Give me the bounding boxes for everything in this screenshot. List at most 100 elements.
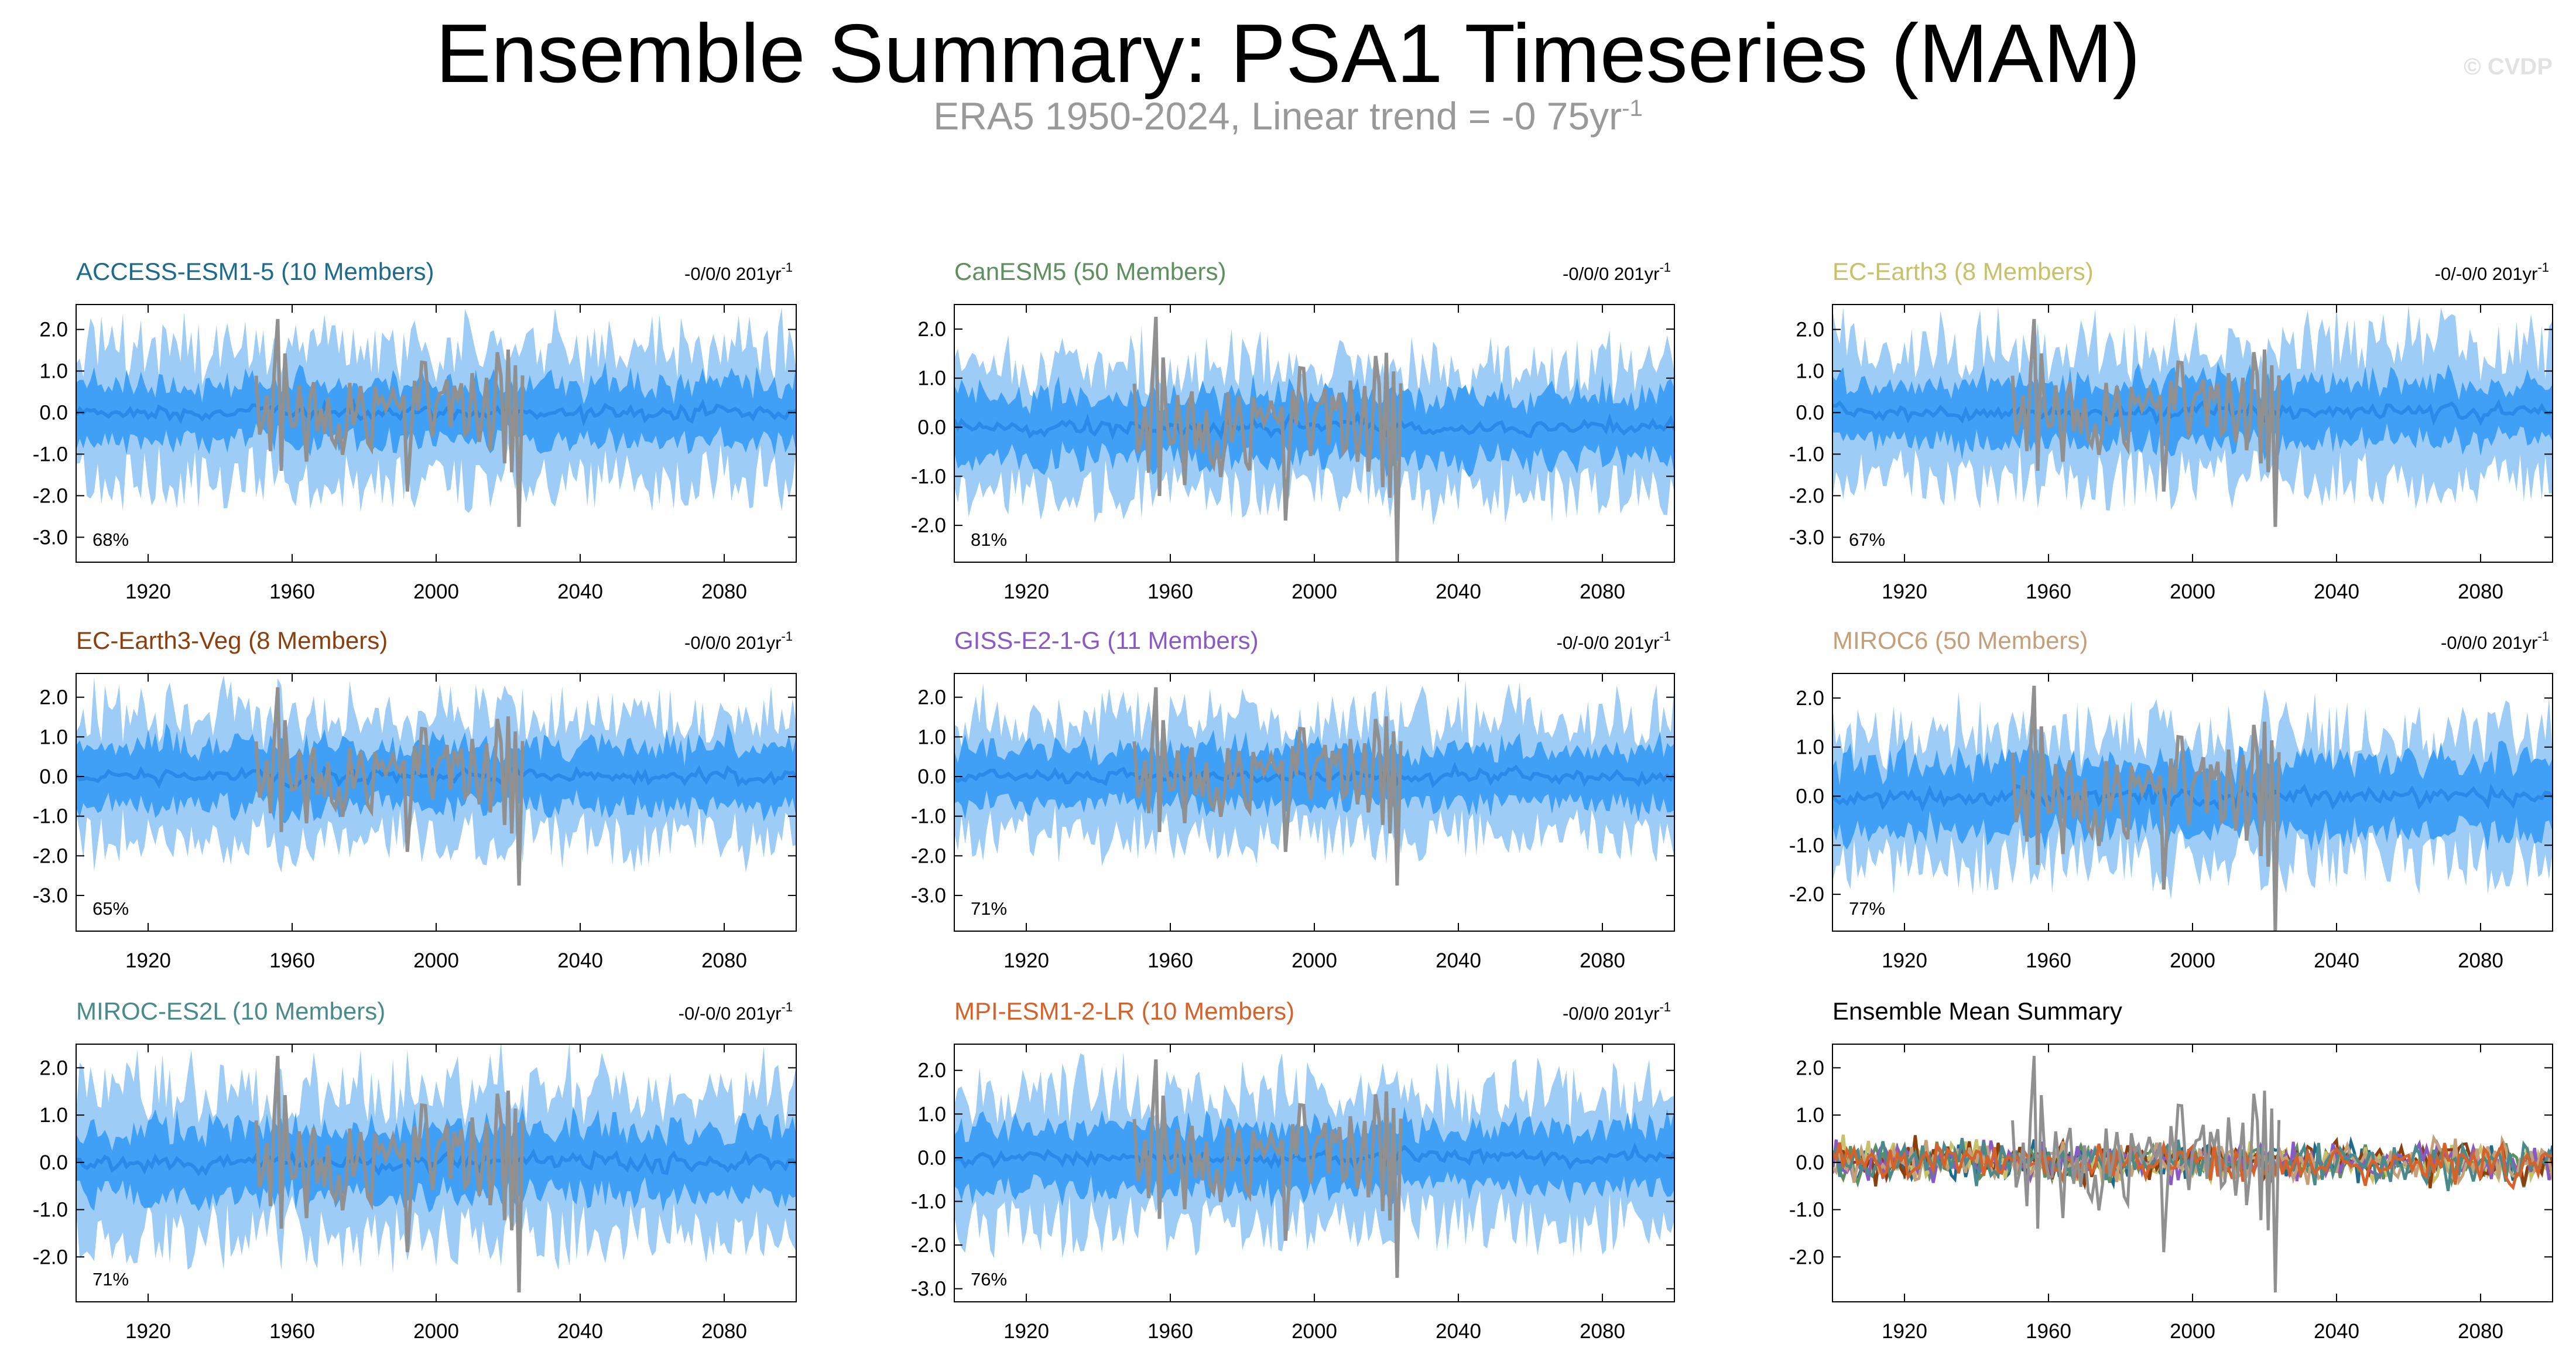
ytick-label: 0.0 (917, 1147, 946, 1169)
ytick-label: 2.0 (39, 1056, 68, 1079)
xtick-label: 2080 (2458, 949, 2503, 972)
trend-superscript: -1 (1659, 260, 1671, 275)
chart-panel: 2.0 1.0 0.0 -1.0 -2.0 -3.0 1920 1960 2000 2040 208… (911, 997, 1675, 1343)
observations-line (254, 1056, 525, 1292)
trend-superscript: -1 (2537, 629, 2549, 644)
xtick-label: 2080 (1580, 949, 1625, 972)
xtick-label: 1920 (1882, 1320, 1927, 1343)
ytick-label: 0.0 (1796, 402, 1824, 425)
xtick-label: 1920 (1003, 1320, 1049, 1343)
ytick-label: 0.0 (39, 765, 68, 788)
trend-superscript: -1 (2537, 260, 2549, 275)
ytick-label: -3.0 (1789, 526, 1824, 549)
plot-area (76, 307, 796, 527)
trend-label: -0/-0/0 201yr-1 (2435, 260, 2549, 284)
observations-line (2010, 685, 2281, 931)
plot-area (76, 1044, 796, 1292)
chart-panel: 2.0 1.0 0.0 -1.0 -2.0 -3.0 1920 1960 2000 2040 208… (33, 627, 797, 972)
ytick-label: -1.0 (911, 465, 946, 488)
ytick-label: 2.0 (39, 686, 68, 709)
percent-label: 71% (93, 1269, 129, 1290)
plot-area (1832, 305, 2553, 527)
xtick-label: 2040 (1436, 580, 1481, 603)
xtick-label: 1920 (1882, 580, 1927, 603)
xtick-label: 1920 (1003, 580, 1049, 603)
ytick-label: -2.0 (911, 514, 946, 537)
ytick-label: 2.0 (917, 318, 946, 341)
trend-label: -0/-0/0 201yr-1 (679, 1000, 793, 1024)
watermark: © CVDP (2464, 54, 2553, 80)
ytick-label: 1.0 (1796, 360, 1824, 383)
xtick-label: 2080 (2458, 1320, 2503, 1343)
observations-line (2010, 319, 2281, 527)
xtick-label: 2000 (1292, 580, 1337, 603)
ytick-label: 2.0 (917, 1059, 946, 1082)
trend-label: -0/0/0 201yr-1 (1563, 260, 1671, 284)
ytick-label: 2.0 (1796, 319, 1824, 341)
chart-panel: 2.0 1.0 0.0 -1.0 -2.0 1920 1960 2000 2040 2080 Ens… (1789, 997, 2553, 1343)
xtick-label: 2000 (1292, 949, 1337, 972)
chart-panel: 2.0 1.0 0.0 -1.0 -2.0 1920 1960 2000 2040 2080 MIR… (1789, 627, 2553, 972)
ytick-label: -2.0 (1789, 484, 1824, 507)
chart-panel: 2.0 1.0 0.0 -1.0 -2.0 -3.0 1920 1960 2000 2040 208… (911, 627, 1675, 972)
observations-line (254, 687, 525, 886)
subtitle-superscript: -1 (1622, 95, 1643, 121)
xtick-label: 1960 (269, 949, 315, 972)
xtick-label: 2000 (2170, 949, 2215, 972)
ytick-label: 2.0 (1796, 1056, 1824, 1079)
ytick-label: 1.0 (917, 1103, 946, 1126)
xtick-label: 1960 (269, 1320, 315, 1343)
ytick-label: -2.0 (33, 484, 68, 507)
ytick-label: 2.0 (1796, 687, 1824, 710)
xtick-label: 1920 (125, 1320, 171, 1343)
observations-line (1132, 316, 1403, 562)
trend-superscript: -1 (781, 629, 793, 644)
ytick-label: 0.0 (917, 765, 946, 788)
xtick-label: 1960 (269, 580, 315, 603)
xtick-label: 2080 (701, 580, 747, 603)
ytick-label: 1.0 (39, 726, 68, 748)
xtick-label: 2040 (557, 580, 603, 603)
ytick-label: -1.0 (1789, 1199, 1824, 1222)
trend-superscript: -1 (781, 1000, 793, 1014)
chart-panel: 2.0 1.0 0.0 -1.0 -2.0 1920 1960 2000 2040 2080 Can… (911, 258, 1675, 603)
xtick-label: 1960 (2026, 949, 2071, 972)
xtick-label: 1960 (1147, 580, 1193, 603)
plot-area (1832, 685, 2553, 931)
ytick-label: -2.0 (911, 844, 946, 867)
percent-label: 65% (93, 898, 129, 919)
xtick-label: 2080 (1580, 580, 1625, 603)
xtick-label: 2080 (1580, 1320, 1625, 1343)
xtick-label: 2040 (1436, 1320, 1481, 1343)
xtick-label: 2080 (2458, 580, 2503, 603)
panel-title: EC-Earth3-Veg (8 Members) (76, 627, 388, 654)
panel-title: CanESM5 (50 Members) (954, 258, 1226, 285)
series-line (2011, 1056, 2281, 1292)
xtick-label: 2080 (701, 949, 747, 972)
plot-area (76, 675, 796, 886)
xtick-label: 1920 (125, 949, 171, 972)
ytick-label: -2.0 (911, 1234, 946, 1257)
observations-line (1132, 1059, 1403, 1278)
panel-title: Ensemble Mean Summary (1832, 997, 2122, 1025)
xtick-label: 2040 (1436, 949, 1481, 972)
percent-label: 76% (971, 1269, 1007, 1290)
xtick-label: 2000 (413, 580, 459, 603)
xtick-label: 2040 (557, 1320, 603, 1343)
xtick-label: 2000 (1292, 1320, 1337, 1343)
xtick-label: 2040 (557, 949, 603, 972)
ytick-label: 2.0 (917, 686, 946, 709)
xtick-label: 2000 (413, 1320, 459, 1343)
chart-panel: 2.0 1.0 0.0 -1.0 -2.0 1920 1960 2000 2040 2080 MIR… (33, 997, 797, 1343)
ytick-label: 0.0 (39, 1151, 68, 1174)
xtick-label: 1960 (1147, 949, 1193, 972)
percent-label: 81% (971, 529, 1007, 550)
ytick-label: -1.0 (1789, 443, 1824, 466)
ytick-label: -3.0 (33, 526, 68, 549)
xtick-label: 2080 (701, 1320, 747, 1343)
page-subtitle: ERA5 1950-2024, Linear trend = -0 75yr-1 (0, 94, 2576, 138)
panel-title: EC-Earth3 (8 Members) (1832, 258, 2094, 285)
ytick-label: -1.0 (33, 443, 68, 466)
ytick-label: -1.0 (911, 805, 946, 828)
